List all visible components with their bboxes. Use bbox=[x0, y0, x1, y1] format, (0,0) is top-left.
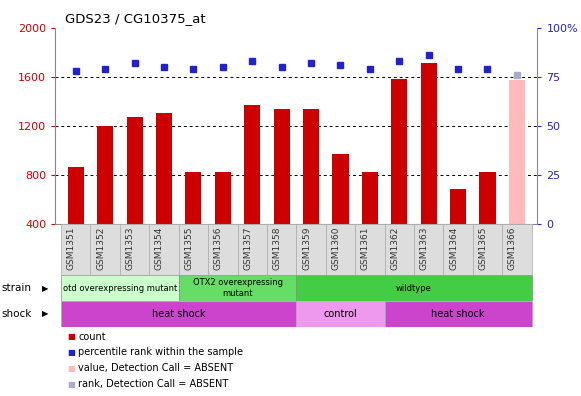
Text: GSM1365: GSM1365 bbox=[478, 227, 487, 270]
Text: strain: strain bbox=[1, 283, 31, 293]
Text: wildtype: wildtype bbox=[396, 284, 432, 293]
Text: GSM1360: GSM1360 bbox=[331, 227, 340, 270]
Text: ■: ■ bbox=[67, 348, 75, 357]
Text: count: count bbox=[78, 331, 106, 342]
Bar bbox=[326, 224, 355, 275]
Text: GSM1362: GSM1362 bbox=[390, 227, 399, 270]
Bar bbox=[443, 224, 473, 275]
Bar bbox=[421, 63, 437, 224]
Bar bbox=[385, 301, 532, 327]
Text: ■: ■ bbox=[67, 332, 75, 341]
Bar bbox=[296, 224, 326, 275]
Text: GSM1351: GSM1351 bbox=[67, 227, 76, 270]
Bar bbox=[156, 114, 172, 224]
Bar bbox=[244, 105, 260, 224]
Text: GSM1366: GSM1366 bbox=[508, 227, 517, 270]
Bar bbox=[303, 109, 319, 224]
Bar bbox=[502, 224, 532, 275]
Bar bbox=[274, 109, 290, 224]
Text: GSM1354: GSM1354 bbox=[155, 227, 164, 270]
Text: heat shock: heat shock bbox=[431, 309, 485, 319]
Bar bbox=[215, 172, 231, 224]
Text: GSM1353: GSM1353 bbox=[125, 227, 135, 270]
Bar bbox=[391, 79, 407, 224]
Bar bbox=[479, 172, 496, 224]
Text: percentile rank within the sample: percentile rank within the sample bbox=[78, 347, 243, 358]
Bar bbox=[149, 224, 179, 275]
Text: GSM1358: GSM1358 bbox=[272, 227, 282, 270]
Text: GSM1359: GSM1359 bbox=[302, 227, 311, 270]
Bar bbox=[179, 275, 296, 301]
Text: ■: ■ bbox=[67, 380, 75, 388]
Text: GSM1352: GSM1352 bbox=[96, 227, 105, 270]
Bar bbox=[179, 224, 208, 275]
Text: ■: ■ bbox=[67, 364, 75, 373]
Bar bbox=[355, 224, 385, 275]
Bar bbox=[61, 301, 296, 327]
Text: OTX2 overexpressing
mutant: OTX2 overexpressing mutant bbox=[192, 278, 282, 298]
Bar bbox=[185, 172, 202, 224]
Text: ▶: ▶ bbox=[42, 284, 48, 293]
Text: otd overexpressing mutant: otd overexpressing mutant bbox=[63, 284, 177, 293]
Text: GSM1361: GSM1361 bbox=[361, 227, 370, 270]
Text: GSM1363: GSM1363 bbox=[419, 227, 429, 270]
Bar bbox=[473, 224, 502, 275]
Text: GSM1364: GSM1364 bbox=[449, 227, 458, 270]
Bar bbox=[68, 168, 84, 224]
Bar bbox=[91, 224, 120, 275]
Text: rank, Detection Call = ABSENT: rank, Detection Call = ABSENT bbox=[78, 379, 229, 389]
Bar bbox=[61, 275, 179, 301]
Bar bbox=[332, 154, 349, 224]
Text: shock: shock bbox=[1, 309, 31, 319]
Bar bbox=[509, 80, 525, 224]
Text: GSM1357: GSM1357 bbox=[243, 227, 252, 270]
Bar bbox=[296, 275, 532, 301]
Bar bbox=[127, 117, 143, 224]
Bar bbox=[385, 224, 414, 275]
Bar bbox=[267, 224, 296, 275]
Bar bbox=[450, 189, 466, 224]
Bar bbox=[61, 224, 91, 275]
Bar bbox=[238, 224, 267, 275]
Text: heat shock: heat shock bbox=[152, 309, 206, 319]
Bar bbox=[120, 224, 149, 275]
Text: GDS23 / CG10375_at: GDS23 / CG10375_at bbox=[65, 12, 206, 25]
Text: GSM1356: GSM1356 bbox=[214, 227, 223, 270]
Bar bbox=[362, 172, 378, 224]
Text: control: control bbox=[324, 309, 357, 319]
Bar bbox=[414, 224, 443, 275]
Text: GSM1355: GSM1355 bbox=[184, 227, 193, 270]
Bar bbox=[208, 224, 238, 275]
Text: ▶: ▶ bbox=[42, 309, 48, 318]
Bar bbox=[296, 301, 385, 327]
Text: value, Detection Call = ABSENT: value, Detection Call = ABSENT bbox=[78, 363, 234, 373]
Bar bbox=[97, 126, 113, 224]
